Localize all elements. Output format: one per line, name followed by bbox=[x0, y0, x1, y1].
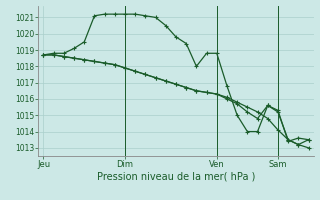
X-axis label: Pression niveau de la mer( hPa ): Pression niveau de la mer( hPa ) bbox=[97, 172, 255, 182]
